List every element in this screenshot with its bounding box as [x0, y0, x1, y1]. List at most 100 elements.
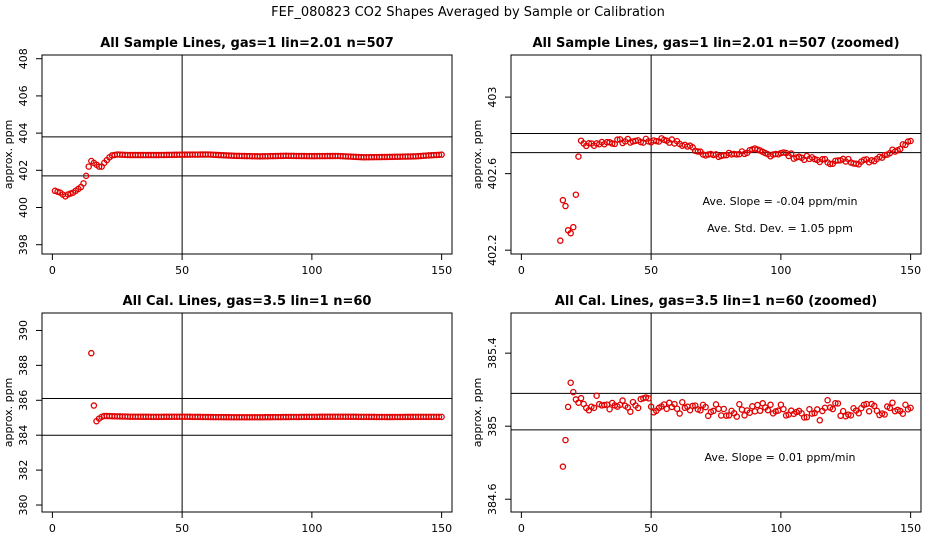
y-axis-label: approx. ppm	[2, 120, 15, 190]
data-point	[899, 141, 907, 148]
data-point	[619, 397, 626, 404]
data-point	[855, 409, 862, 417]
data-point	[881, 411, 888, 418]
data-point	[562, 436, 569, 444]
data-point	[80, 180, 87, 187]
data-point	[871, 402, 878, 410]
data-point	[562, 202, 569, 210]
data-point	[803, 413, 811, 421]
x-tick-label: 0	[518, 522, 525, 535]
y-tick-label: 390	[17, 320, 30, 341]
data-point	[435, 413, 443, 421]
y-axis-label: approx. ppm	[2, 378, 15, 448]
x-tick-label: 150	[431, 522, 452, 535]
data-point	[663, 405, 670, 413]
y-tick-label: 382	[17, 460, 30, 481]
data-point	[860, 156, 868, 164]
data-point	[741, 412, 748, 419]
data-point	[614, 136, 621, 143]
y-tick-label: 403	[486, 87, 499, 108]
data-point	[627, 408, 634, 415]
data-point	[733, 413, 741, 420]
x-tick-label: 100	[301, 264, 322, 277]
data-point	[585, 140, 593, 147]
data-point	[601, 401, 608, 409]
data-point	[717, 412, 725, 419]
y-tick-label: 406	[17, 85, 30, 106]
data-point	[733, 151, 741, 158]
data-point	[694, 148, 702, 155]
y-tick-label: 388	[17, 355, 30, 376]
x-tick-label: 100	[770, 522, 791, 535]
data-point	[751, 408, 759, 415]
annotation-text: Ave. Slope = -0.04 ppm/min	[703, 195, 858, 208]
y-tick-label: 380	[17, 495, 30, 516]
data-point	[780, 405, 787, 413]
data-point	[90, 402, 98, 409]
data-point	[749, 403, 756, 410]
panel-title: All Cal. Lines, gas=3.5 lin=1 n=60 (zoom…	[555, 294, 877, 309]
data-point	[438, 413, 445, 421]
data-point	[710, 407, 717, 415]
data-point	[645, 395, 652, 402]
data-point	[904, 138, 912, 145]
x-tick-label: 100	[770, 264, 791, 277]
data-point	[899, 410, 907, 418]
data-point	[847, 412, 855, 419]
data-point	[902, 401, 909, 409]
data-point	[572, 191, 580, 198]
data-point	[559, 463, 567, 470]
data-point	[653, 137, 660, 145]
data-point	[575, 153, 582, 160]
y-tick-label: 386	[17, 390, 30, 411]
data-point	[788, 150, 795, 157]
data-point	[824, 396, 831, 404]
data-point	[567, 229, 574, 237]
data-point	[567, 379, 574, 387]
data-point	[689, 402, 696, 410]
data-point	[82, 172, 90, 180]
plot-frame	[510, 54, 922, 255]
data-point	[673, 405, 681, 412]
data-point	[764, 406, 772, 414]
y-tick-label: 384	[17, 425, 30, 446]
x-tick-label: 50	[175, 522, 189, 535]
data-point	[800, 414, 808, 421]
data-point	[715, 405, 722, 413]
x-tick-label: 0	[49, 264, 56, 277]
x-tick-label: 50	[644, 522, 658, 535]
x-tick-label: 50	[175, 264, 189, 277]
x-tick-label: 150	[431, 264, 452, 277]
data-point	[577, 394, 585, 402]
y-tick-label: 402.6	[486, 158, 499, 190]
data-point	[723, 412, 730, 419]
data-point	[564, 403, 572, 411]
data-point	[570, 223, 577, 231]
data-point	[808, 410, 816, 417]
data-point	[608, 140, 616, 147]
data-point	[634, 404, 642, 412]
data-point	[647, 403, 655, 410]
data-point	[889, 399, 896, 406]
data-point	[95, 163, 103, 170]
data-point	[85, 163, 92, 170]
panel-title: All Sample Lines, gas=1 lin=2.01 n=507	[100, 36, 394, 51]
panel-title: All Cal. Lines, gas=3.5 lin=1 n=60	[123, 294, 372, 309]
data-point	[702, 403, 709, 411]
data-point	[559, 196, 567, 204]
y-tick-label: 402.2	[486, 234, 499, 266]
y-tick-label: 385	[486, 416, 499, 437]
data-point	[720, 405, 728, 413]
plot-frame	[41, 312, 453, 513]
x-tick-label: 50	[644, 264, 658, 277]
data-point	[438, 151, 445, 158]
y-tick-label: 400	[17, 197, 30, 218]
data-point	[816, 417, 824, 424]
x-tick-label: 150	[900, 264, 921, 277]
data-point	[590, 404, 598, 412]
data-point	[720, 152, 728, 159]
data-point	[754, 401, 761, 409]
x-tick-label: 0	[49, 522, 56, 535]
data-point	[637, 138, 644, 146]
data-point	[780, 149, 787, 156]
